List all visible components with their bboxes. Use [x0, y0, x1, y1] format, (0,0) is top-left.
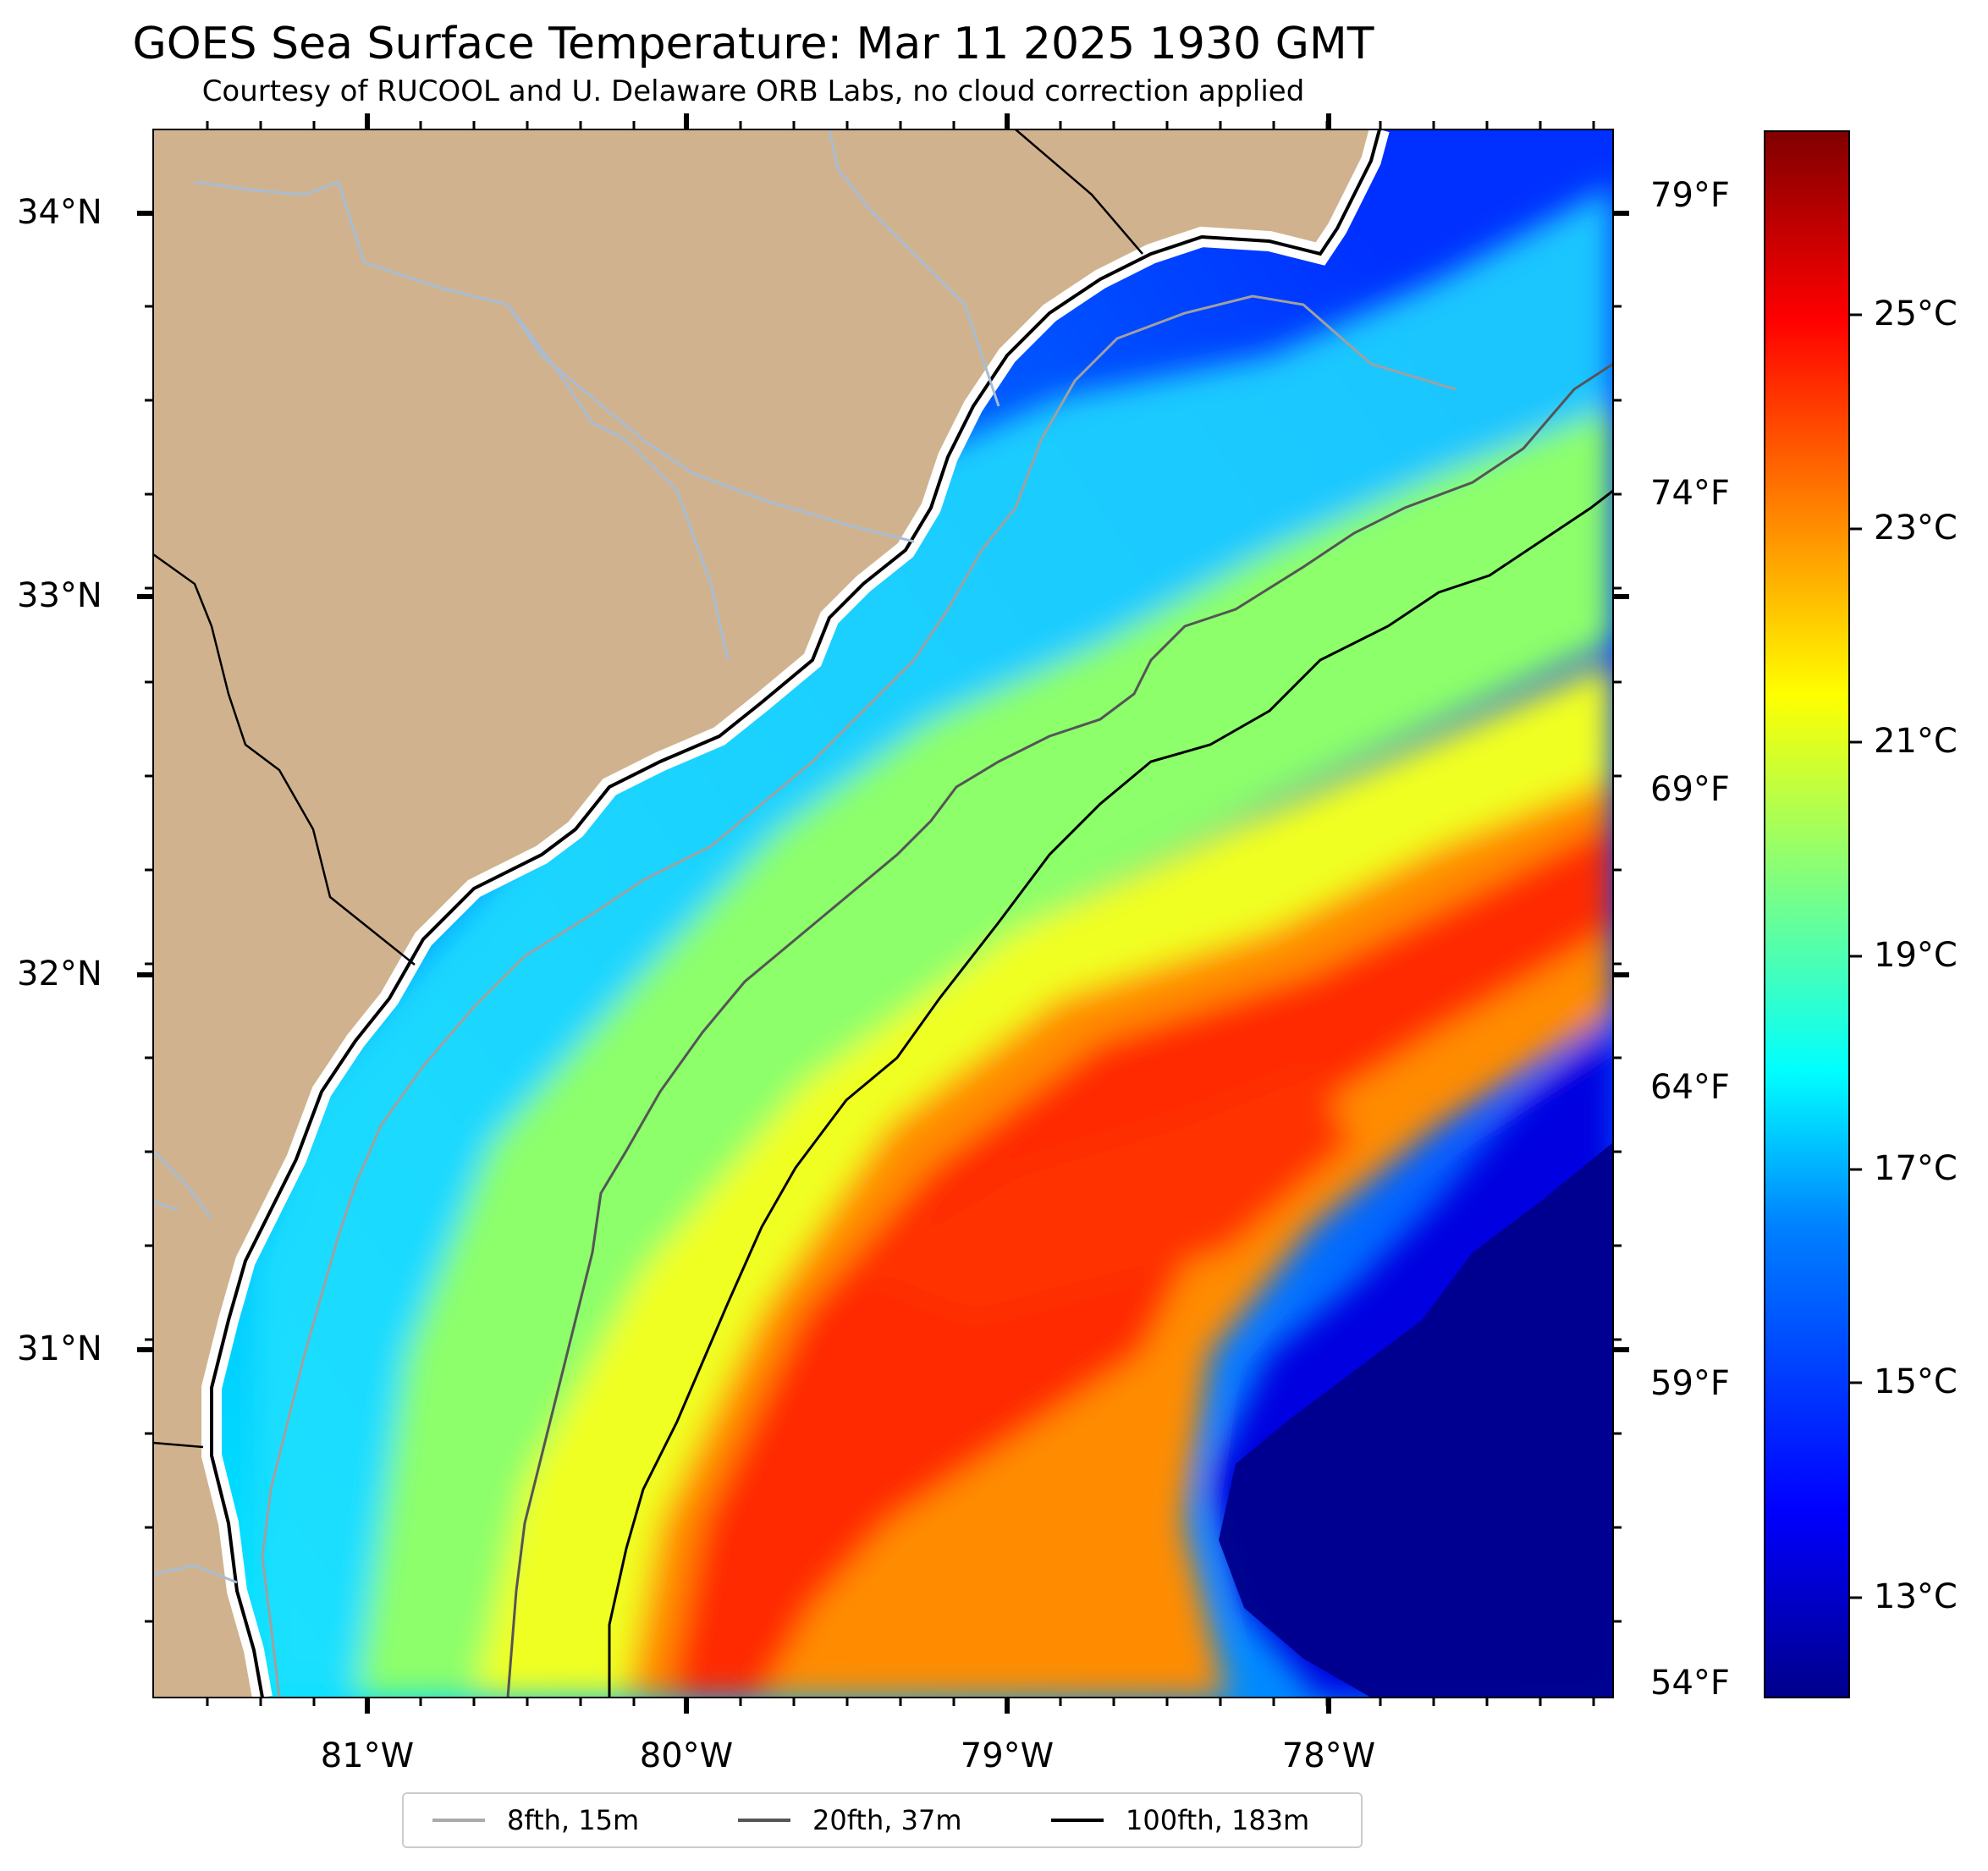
isobath-8fth	[261, 294, 1457, 1698]
colorbar-label: 19°C	[1874, 936, 1958, 975]
lon-label: 79°W	[960, 1736, 1055, 1775]
fahrenheit-label: 69°F	[1650, 770, 1730, 809]
legend-line-20fth	[738, 1819, 790, 1822]
colorbar-label: 21°C	[1874, 722, 1958, 761]
colorbar-label: 15°C	[1874, 1362, 1958, 1401]
lat-label: 34°N	[17, 193, 102, 232]
legend-item: 20fth, 37m	[738, 1794, 961, 1846]
legend-label: 20fth, 37m	[812, 1804, 962, 1836]
fahrenheit-label: 54°F	[1650, 1664, 1730, 1703]
colorbar-label: 25°C	[1874, 294, 1958, 333]
legend-line-100fth	[1051, 1819, 1104, 1822]
lat-label: 32°N	[17, 955, 102, 993]
legend-label: 8fth, 15m	[507, 1804, 640, 1836]
figure-title: GOES Sea Surface Temperature: Mar 11 202…	[132, 19, 1374, 69]
state-borders	[153, 129, 1143, 1449]
rivers	[153, 129, 1000, 1584]
colorbar-ticks	[1849, 313, 1862, 1599]
isobath-100fth	[608, 489, 1613, 1698]
isobath-20fth	[506, 362, 1613, 1698]
legend-label: 100fth, 183m	[1126, 1804, 1310, 1836]
map-area	[153, 129, 1613, 1698]
minor-ticks	[145, 121, 1622, 1706]
land-mass	[153, 129, 1379, 1698]
colorbar-label: 13°C	[1874, 1577, 1958, 1616]
cold-water-core	[1219, 1142, 1613, 1698]
legend-line-8fth	[432, 1819, 485, 1822]
lon-label: 80°W	[639, 1736, 734, 1775]
fahrenheit-label: 64°F	[1650, 1068, 1730, 1107]
colorbar-label: 23°C	[1874, 509, 1958, 548]
figure-subtitle: Courtesy of RUCOOL and U. Delaware ORB L…	[201, 74, 1305, 108]
colorbar	[1764, 130, 1850, 1698]
fahrenheit-label: 79°F	[1650, 176, 1730, 215]
isobath-legend: 8fth, 15m 20fth, 37m 100fth, 183m	[402, 1792, 1363, 1848]
coastline	[210, 129, 1381, 1698]
fahrenheit-label: 74°F	[1650, 474, 1730, 513]
map-frame	[152, 129, 1614, 1698]
lon-label: 81°W	[320, 1736, 415, 1775]
legend-item: 8fth, 15m	[432, 1794, 639, 1846]
colorbar-label: 17°C	[1874, 1149, 1958, 1188]
lon-label: 78°W	[1281, 1736, 1376, 1775]
lat-label: 33°N	[17, 576, 102, 615]
fahrenheit-label: 59°F	[1650, 1364, 1730, 1403]
legend-item: 100fth, 183m	[1051, 1794, 1309, 1846]
lat-label: 31°N	[17, 1329, 102, 1368]
